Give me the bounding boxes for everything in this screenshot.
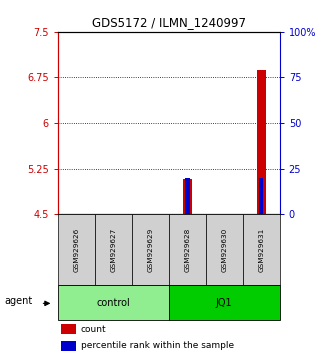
Bar	[257, 69, 266, 214]
FancyBboxPatch shape	[132, 214, 169, 285]
Text: GSM929627: GSM929627	[110, 227, 117, 272]
Bar	[183, 179, 192, 214]
Text: agent: agent	[5, 296, 33, 306]
Text: GSM929626: GSM929626	[73, 227, 79, 272]
Text: GSM929631: GSM929631	[258, 227, 264, 272]
Title: GDS5172 / ILMN_1240997: GDS5172 / ILMN_1240997	[92, 16, 246, 29]
Text: GSM929629: GSM929629	[147, 227, 153, 272]
FancyBboxPatch shape	[58, 285, 169, 320]
FancyBboxPatch shape	[169, 285, 280, 320]
Bar	[259, 178, 263, 214]
FancyBboxPatch shape	[206, 214, 243, 285]
Text: GSM929628: GSM929628	[184, 227, 190, 272]
Bar	[61, 341, 75, 351]
Text: control: control	[97, 298, 130, 308]
FancyBboxPatch shape	[58, 214, 95, 285]
Text: count: count	[81, 325, 107, 333]
Bar	[61, 324, 75, 335]
FancyBboxPatch shape	[95, 214, 132, 285]
Bar	[185, 178, 190, 214]
Text: JQ1: JQ1	[216, 298, 233, 308]
FancyBboxPatch shape	[243, 214, 280, 285]
Text: percentile rank within the sample: percentile rank within the sample	[81, 341, 234, 350]
FancyBboxPatch shape	[169, 214, 206, 285]
Text: GSM929630: GSM929630	[221, 227, 227, 272]
